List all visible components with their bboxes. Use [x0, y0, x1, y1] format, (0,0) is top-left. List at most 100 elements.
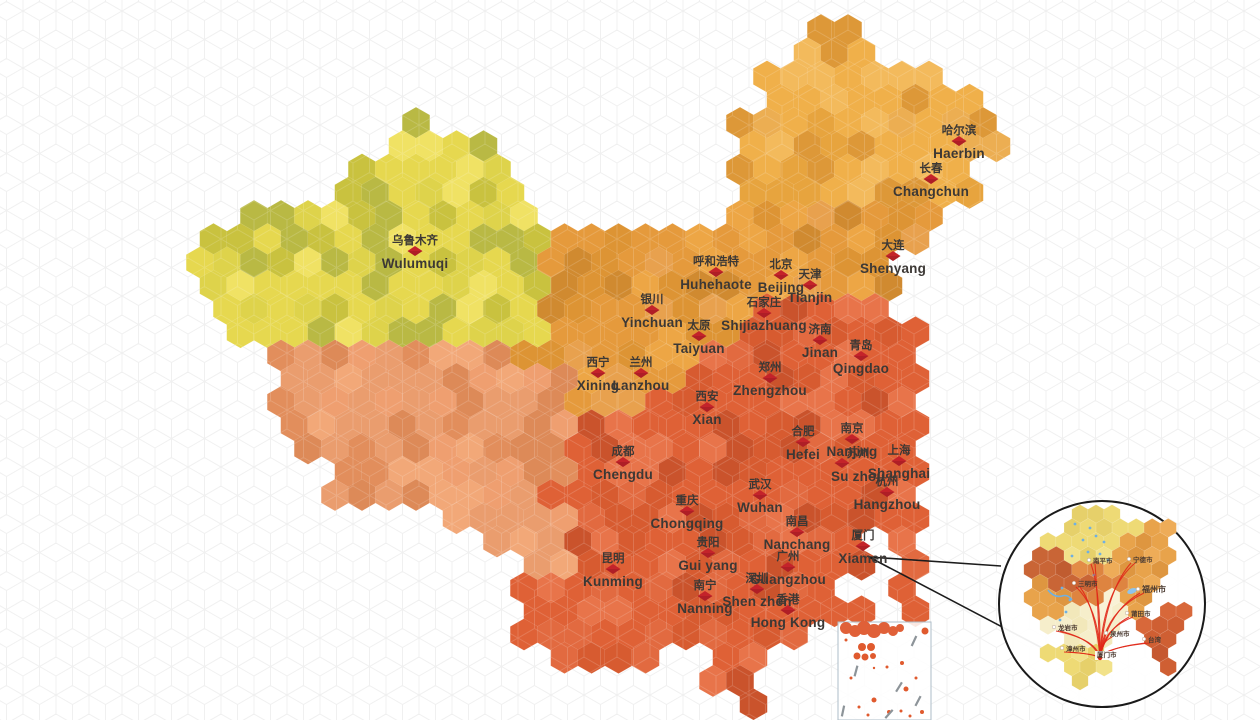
- city-name-zh: 武汉: [749, 477, 772, 491]
- city-name-en: Jinan: [802, 345, 838, 360]
- inset-city-宁德市: 宁德市: [1126, 555, 1153, 564]
- city-diamond-marker-shade: [708, 272, 724, 277]
- city-xining[interactable]: 西宁 Xining: [577, 355, 619, 393]
- city-nanjing[interactable]: 南京 Nanjing: [827, 421, 878, 459]
- city-name-zh: 大连: [882, 238, 905, 252]
- city-wulumuqi[interactable]: 乌鲁木齐 Wulumuqi: [382, 233, 449, 271]
- city-beijing[interactable]: 北京 Beijing: [758, 257, 804, 295]
- city-diamond-marker-shade: [789, 532, 805, 537]
- city-zhengzhou[interactable]: 郑州 Zhengzhou: [733, 360, 807, 398]
- city-name-zh: 南昌: [786, 514, 809, 528]
- city-name-en: Shenyang: [860, 261, 926, 276]
- city-name-zh: 香港: [776, 592, 800, 606]
- city-su-zhou[interactable]: 苏州 Su zhou: [831, 446, 885, 484]
- scs-island-dot: [921, 627, 929, 635]
- city-changchun[interactable]: 长春 Changchun: [893, 161, 969, 199]
- city-tianjin[interactable]: 天津 Tianjin: [788, 267, 833, 305]
- hex-tile: [901, 223, 930, 256]
- city-shen-zhen[interactable]: 深圳 Shen zhen: [722, 571, 791, 609]
- city-name-zh: 石家庄: [746, 295, 782, 309]
- city-hong-kong[interactable]: 香港 Hong Kong: [751, 592, 826, 630]
- inset-water-dot: [1088, 526, 1092, 530]
- hex-tile: [982, 130, 1011, 163]
- city-diamond-marker-shade: [605, 569, 621, 574]
- city-shijiazhuang[interactable]: 石家庄 Shijiazhuang: [721, 295, 807, 333]
- city-name-en: Chongqing: [650, 516, 723, 531]
- city-diamond-marker-shade: [756, 313, 772, 318]
- south-china-sea-inset-box: [837, 621, 932, 720]
- city-shenyang[interactable]: 大连 Shenyang: [860, 238, 926, 276]
- city-diamond-marker-shade: [773, 275, 789, 280]
- city-xian[interactable]: 西安 Xian: [692, 389, 721, 427]
- city-diamond-marker-shade: [795, 442, 811, 447]
- inset-city-label: 龙岩市: [1057, 623, 1078, 632]
- city-guangzhou[interactable]: 广州 Guangzhou: [750, 549, 826, 587]
- city-name-zh: 乌鲁木齐: [392, 233, 438, 247]
- inset-water-dot: [1058, 618, 1062, 622]
- city-name-zh: 银川: [641, 292, 664, 306]
- city-diamond-marker-shade: [802, 285, 818, 290]
- scs-island-dot: [872, 666, 876, 670]
- city-chongqing[interactable]: 重庆 Chongqing: [650, 493, 723, 531]
- scs-island-dot: [908, 714, 912, 718]
- city-nanning[interactable]: 南宁 Nanning: [677, 578, 732, 616]
- inset-city-三明市: 三明市: [1071, 579, 1098, 588]
- city-gui-yang[interactable]: 贵阳 Gui yang: [678, 535, 737, 573]
- city-name-en: Kunming: [583, 574, 643, 589]
- city-nanchang[interactable]: 南昌 Nanchang: [764, 514, 831, 552]
- city-name-zh: 青岛: [850, 338, 873, 352]
- inset-water-dot: [1102, 540, 1106, 544]
- city-qingdao[interactable]: 青岛 Qingdao: [833, 338, 889, 376]
- city-name-zh: 天津: [799, 267, 822, 281]
- city-yinchuan[interactable]: 银川 Yinchuan: [621, 292, 683, 330]
- city-chengdu[interactable]: 成都 Chengdu: [593, 444, 653, 482]
- city-diamond-marker-shade: [834, 463, 850, 468]
- inset-city-dot: [1059, 645, 1065, 651]
- city-diamond-marker-shade: [891, 461, 907, 466]
- city-name-en: Hangzhou: [854, 497, 921, 512]
- city-name-zh: 长春: [920, 161, 943, 175]
- city-name-en: Hefei: [786, 447, 820, 462]
- city-name-zh: 呼和浩特: [693, 254, 739, 268]
- inset-city-dot: [1103, 630, 1109, 636]
- city-kunming[interactable]: 昆明 Kunming: [583, 551, 643, 589]
- city-diamond-marker-shade: [923, 179, 939, 184]
- inset-city-dot: [1086, 557, 1092, 563]
- scs-island-dot: [844, 638, 848, 642]
- inset-hex-tile: [1071, 671, 1089, 691]
- scs-island-dot: [858, 643, 866, 651]
- city-name-zh: 北京: [770, 257, 793, 271]
- city-name-en: Haerbin: [933, 146, 985, 161]
- city-shanghai[interactable]: 上海 Shanghai: [868, 443, 930, 481]
- inset-city-label: 台湾: [1148, 635, 1162, 644]
- city-name-zh: 郑州: [759, 360, 782, 374]
- scs-coastline-blob: [867, 624, 881, 638]
- city-diamond-marker-shade: [762, 378, 778, 383]
- city-lanzhou[interactable]: 兰州 Lanzhou: [613, 355, 670, 393]
- city-name-zh: 昆明: [602, 551, 625, 565]
- inset-city-label: 宁德市: [1133, 555, 1153, 564]
- city-wuhan[interactable]: 武汉 Wuhan: [737, 477, 783, 515]
- city-hangzhou[interactable]: 杭州 Hangzhou: [854, 474, 921, 512]
- city-hefei[interactable]: 合肥 Hefei: [786, 424, 820, 462]
- inset-hub-marker: [1097, 655, 1103, 661]
- city-name-zh: 西宁: [587, 355, 610, 369]
- city-haerbin[interactable]: 哈尔滨 Haerbin: [933, 123, 985, 161]
- inset-city-漳州市: 漳州市: [1059, 644, 1086, 653]
- city-huhehaote[interactable]: 呼和浩特 Huhehaote: [680, 254, 752, 292]
- inset-water-dot: [1086, 550, 1090, 554]
- city-name-en: Hong Kong: [751, 615, 826, 630]
- scs-island-dot: [914, 676, 918, 680]
- scs-island-dot: [903, 686, 909, 692]
- inset-city-label: 泉州市: [1110, 629, 1130, 638]
- scs-boundary-dash: [884, 709, 894, 719]
- scs-coastline-blob: [888, 626, 898, 636]
- city-taiyuan[interactable]: 太原 Taiyuan: [673, 318, 724, 356]
- city-jinan[interactable]: 济南 Jinan: [802, 322, 838, 360]
- inset-water-dot: [1094, 534, 1098, 538]
- city-name-en: Changchun: [893, 184, 969, 199]
- inset-water-dot: [1081, 538, 1085, 542]
- city-xiamen[interactable]: 厦门 Xiamen: [838, 528, 887, 566]
